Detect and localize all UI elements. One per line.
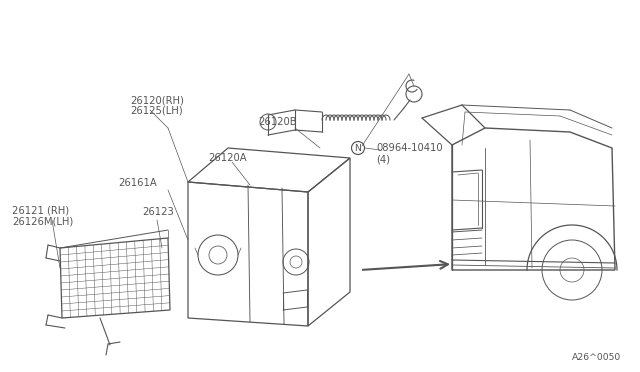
Text: A26^0050: A26^0050: [572, 353, 621, 362]
Text: 26161A: 26161A: [118, 178, 157, 188]
Text: 26120B: 26120B: [258, 117, 296, 127]
Text: 26125(LH): 26125(LH): [130, 105, 182, 115]
Text: N: N: [355, 144, 362, 153]
Text: 26126M(LH): 26126M(LH): [12, 216, 73, 226]
Text: 26123: 26123: [142, 207, 173, 217]
Text: 26120(RH): 26120(RH): [130, 95, 184, 105]
Text: 08964-10410: 08964-10410: [376, 143, 443, 153]
Text: (4): (4): [376, 154, 390, 164]
Text: 26121 (RH): 26121 (RH): [12, 205, 69, 215]
Text: 26120A: 26120A: [208, 153, 246, 163]
